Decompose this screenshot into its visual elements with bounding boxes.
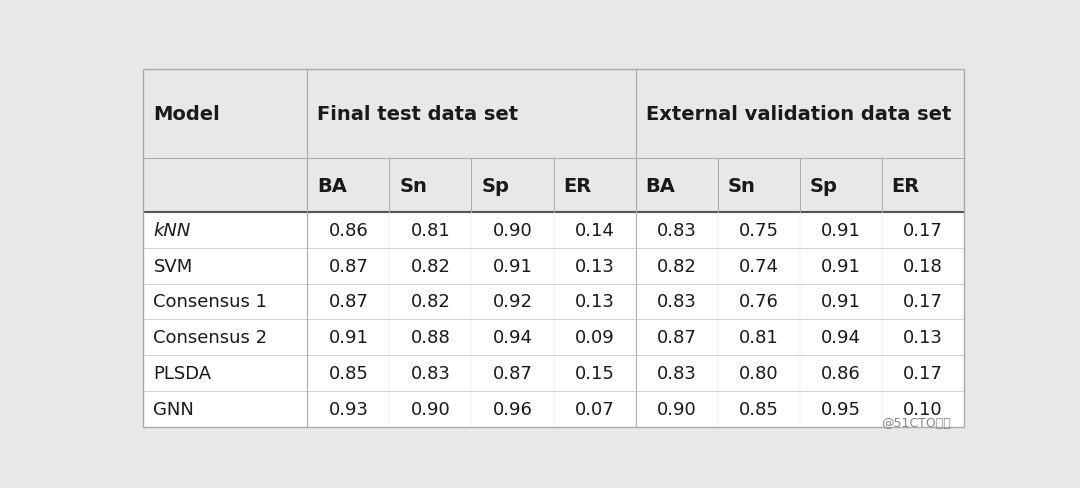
- Text: 0.90: 0.90: [657, 400, 697, 418]
- Text: Final test data set: Final test data set: [318, 105, 518, 124]
- Text: 0.83: 0.83: [657, 364, 697, 382]
- Text: 0.87: 0.87: [328, 257, 368, 275]
- Text: BA: BA: [318, 176, 348, 195]
- Text: Consensus 2: Consensus 2: [153, 328, 268, 346]
- Bar: [144, 70, 963, 213]
- Text: 0.17: 0.17: [903, 364, 943, 382]
- Text: BA: BA: [646, 176, 675, 195]
- Text: 0.91: 0.91: [821, 222, 861, 240]
- Bar: [144, 213, 963, 427]
- Text: PLSDA: PLSDA: [153, 364, 212, 382]
- Text: 0.96: 0.96: [492, 400, 532, 418]
- Text: 0.87: 0.87: [492, 364, 532, 382]
- Text: 0.90: 0.90: [410, 400, 450, 418]
- Text: 0.91: 0.91: [821, 293, 861, 311]
- Text: 0.87: 0.87: [328, 293, 368, 311]
- Text: 0.91: 0.91: [492, 257, 532, 275]
- Text: Sn: Sn: [400, 176, 428, 195]
- Text: 0.80: 0.80: [739, 364, 779, 382]
- Text: 0.90: 0.90: [492, 222, 532, 240]
- Text: Sn: Sn: [728, 176, 756, 195]
- Text: ER: ER: [892, 176, 920, 195]
- Text: Consensus 1: Consensus 1: [153, 293, 268, 311]
- Text: Model: Model: [153, 105, 220, 124]
- Text: 0.07: 0.07: [575, 400, 615, 418]
- Text: ER: ER: [564, 176, 592, 195]
- Text: 0.82: 0.82: [657, 257, 697, 275]
- Text: 0.91: 0.91: [821, 257, 861, 275]
- Text: 0.18: 0.18: [903, 257, 943, 275]
- Text: 0.85: 0.85: [739, 400, 779, 418]
- Text: 0.14: 0.14: [575, 222, 615, 240]
- Text: 0.13: 0.13: [903, 328, 943, 346]
- Text: 0.88: 0.88: [410, 328, 450, 346]
- Text: 0.82: 0.82: [410, 293, 450, 311]
- Text: 0.94: 0.94: [821, 328, 861, 346]
- Text: 0.93: 0.93: [328, 400, 368, 418]
- Text: 0.13: 0.13: [575, 293, 615, 311]
- Text: SVM: SVM: [153, 257, 192, 275]
- Text: 0.82: 0.82: [410, 257, 450, 275]
- Text: 0.10: 0.10: [903, 400, 943, 418]
- Text: 0.83: 0.83: [410, 364, 450, 382]
- Text: 0.74: 0.74: [739, 257, 779, 275]
- Text: External validation data set: External validation data set: [646, 105, 951, 124]
- Text: Sp: Sp: [482, 176, 510, 195]
- Text: 0.81: 0.81: [739, 328, 779, 346]
- Text: 0.15: 0.15: [575, 364, 615, 382]
- Text: 0.83: 0.83: [657, 222, 697, 240]
- Text: 0.86: 0.86: [821, 364, 861, 382]
- Text: 0.83: 0.83: [657, 293, 697, 311]
- Text: kNN: kNN: [153, 222, 191, 240]
- Text: 0.09: 0.09: [575, 328, 615, 346]
- Text: 0.17: 0.17: [903, 222, 943, 240]
- Text: 0.86: 0.86: [328, 222, 368, 240]
- Text: 0.17: 0.17: [903, 293, 943, 311]
- Text: 0.85: 0.85: [328, 364, 368, 382]
- Text: 0.95: 0.95: [821, 400, 861, 418]
- Text: 0.81: 0.81: [410, 222, 450, 240]
- Text: 0.92: 0.92: [492, 293, 532, 311]
- Text: 0.75: 0.75: [739, 222, 779, 240]
- Text: 0.76: 0.76: [739, 293, 779, 311]
- Text: 0.94: 0.94: [492, 328, 532, 346]
- Text: 0.87: 0.87: [657, 328, 697, 346]
- Text: Sp: Sp: [810, 176, 837, 195]
- Text: 0.13: 0.13: [575, 257, 615, 275]
- Text: 0.91: 0.91: [328, 328, 368, 346]
- Text: @51CTO博客: @51CTO博客: [881, 416, 951, 428]
- Text: GNN: GNN: [153, 400, 194, 418]
